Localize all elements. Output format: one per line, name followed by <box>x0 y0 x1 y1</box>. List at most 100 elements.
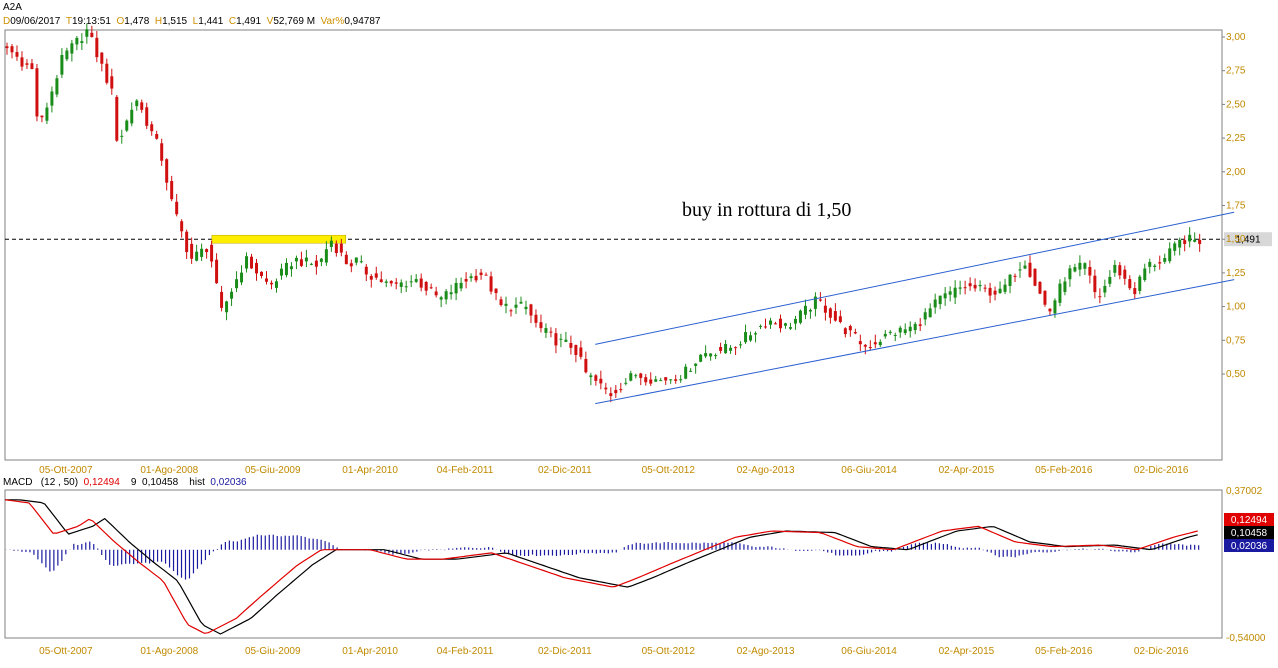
candle-body <box>788 327 792 329</box>
macd-header: MACD (12 , 50) 0,12494 9 0,10458 hist 0,… <box>3 477 247 488</box>
macd-value-label: 0,02036 <box>1231 541 1268 552</box>
candle-body <box>509 310 513 312</box>
x-axis-tick-label: 05-Giu-2009 <box>245 465 301 476</box>
candle-body <box>948 291 952 295</box>
candle-body <box>1018 269 1022 271</box>
candle-body <box>1128 279 1132 289</box>
candle-body <box>749 335 753 341</box>
candle-body <box>444 291 448 300</box>
candle-body <box>469 276 473 279</box>
candle-body <box>908 326 912 332</box>
candle-body <box>878 341 882 346</box>
candle-body <box>963 287 967 289</box>
macd-x-axis-tick-label: 05-Feb-2016 <box>1035 646 1093 657</box>
candle-body <box>684 366 688 379</box>
candle-body <box>514 304 518 308</box>
candle-body <box>694 363 698 366</box>
candle-body <box>549 331 553 333</box>
candle-body <box>1148 261 1152 267</box>
candle-body <box>649 379 653 384</box>
candle-body <box>399 282 403 287</box>
candle-body <box>354 257 358 263</box>
candle-body <box>664 377 668 381</box>
quote-low: 1,441 <box>198 16 224 27</box>
candle-body <box>589 375 593 378</box>
candle-body <box>1158 262 1162 264</box>
candle-body <box>759 325 763 327</box>
x-axis-tick-label: 04-Feb-2011 <box>437 465 494 476</box>
candle-body <box>783 323 787 326</box>
candle-body <box>319 258 323 262</box>
candle-body <box>709 353 713 357</box>
candle-body <box>769 320 773 325</box>
x-axis-tick-label: 05-Ott-2012 <box>642 465 696 476</box>
candle-body <box>269 282 273 285</box>
macd-x-axis-tick-label: 02-Dic-2016 <box>1134 646 1189 657</box>
signal-label: 9 <box>130 477 137 488</box>
candle-body <box>240 272 244 283</box>
candle-body <box>494 288 498 294</box>
signal-line <box>5 499 1198 635</box>
candle-body <box>793 318 797 324</box>
candle-body <box>958 287 962 289</box>
candle-body <box>85 29 89 37</box>
macd-line <box>4 499 1198 634</box>
candle-body <box>424 281 428 291</box>
candle-body <box>888 331 892 333</box>
candle-body <box>454 282 458 294</box>
candle-body <box>374 273 378 278</box>
candle-body <box>120 135 124 137</box>
candle-body <box>245 256 249 269</box>
candle-body <box>1133 288 1137 295</box>
quote-high: 1,515 <box>162 16 188 27</box>
candle-body <box>943 293 947 299</box>
candle-body <box>90 32 94 38</box>
x-axis-tick-label: 05-Feb-2016 <box>1035 465 1093 476</box>
candle-body <box>255 262 259 274</box>
macd-value-box <box>1224 513 1274 526</box>
price-axis-tick-label: 3,00 <box>1226 32 1246 43</box>
quote-date: 09/06/2017 <box>10 16 61 27</box>
candle-body <box>1088 266 1092 276</box>
candle-body <box>724 343 728 354</box>
x-axis-tick-label: 01-Ago-2008 <box>140 465 198 476</box>
candle-body <box>818 299 822 301</box>
quote-high-key: H <box>154 16 163 27</box>
candle-body <box>659 380 663 382</box>
candle-body <box>1013 275 1017 277</box>
candle-body <box>344 254 348 265</box>
x-axis-tick-label: 02-Dic-2011 <box>538 465 592 476</box>
candle-body <box>1138 276 1142 291</box>
candle-body <box>180 221 184 232</box>
candle-body <box>848 326 852 331</box>
candle-body <box>639 373 643 378</box>
last-price-label: 1,491 <box>1235 235 1260 246</box>
candle-body <box>973 284 977 289</box>
candle-body <box>1153 265 1157 267</box>
candle-body <box>1043 290 1047 305</box>
macd-x-axis-tick-label: 05-Ott-2007 <box>39 646 93 657</box>
candle-body <box>828 308 832 318</box>
candle-body <box>853 332 857 334</box>
macd-value-box <box>1224 539 1274 552</box>
candle-body <box>1083 263 1087 269</box>
candle-body <box>519 301 523 304</box>
candle-body <box>135 100 139 107</box>
candle-body <box>25 63 29 65</box>
candle-body <box>863 344 867 347</box>
candle-body <box>170 181 174 200</box>
macd-name: MACD <box>3 477 33 488</box>
candle-body <box>404 286 408 288</box>
candle-body <box>868 347 872 349</box>
candle-body <box>145 107 149 126</box>
macd-layer: 0,12494 0,10458 0,02036 <box>4 499 1274 635</box>
candle-body <box>1193 239 1197 242</box>
candle-body <box>414 279 418 282</box>
candle-body <box>289 266 293 270</box>
candle-body <box>195 251 199 261</box>
candle-body <box>808 309 812 312</box>
price-axis-tick-label: 2,75 <box>1226 66 1246 77</box>
candle-body <box>60 54 64 75</box>
candle-body <box>115 96 119 141</box>
candle-body <box>1093 275 1097 293</box>
